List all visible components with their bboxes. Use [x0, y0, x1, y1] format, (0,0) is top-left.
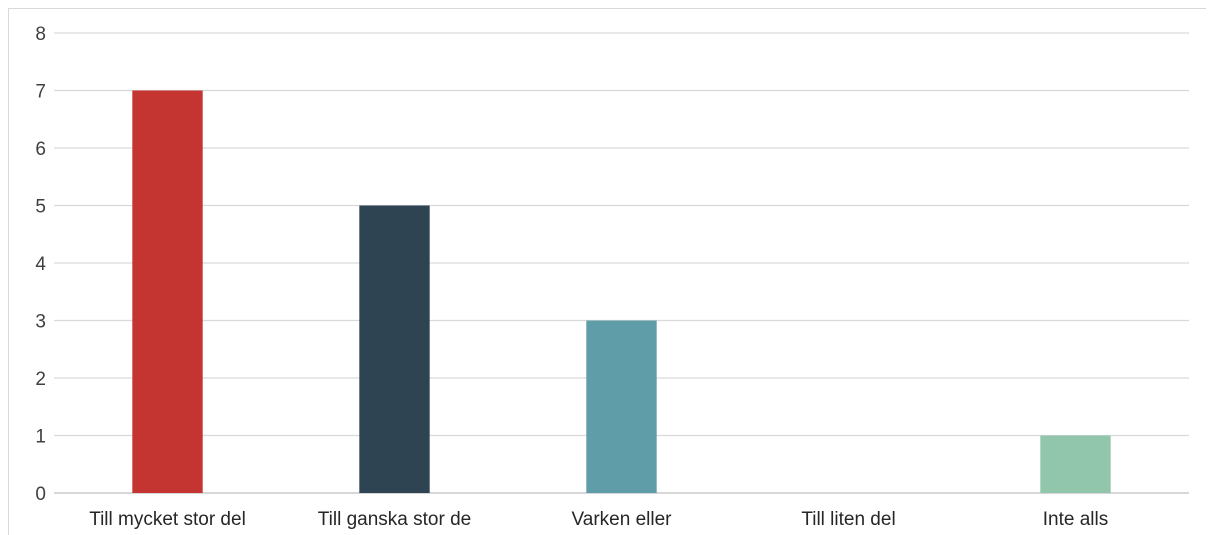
y-tick-label: 0: [35, 484, 46, 505]
y-axis-tick-labels: 0 1 2 3 4 5 6 7 8: [35, 24, 46, 505]
y-tick-label: 8: [35, 24, 46, 45]
chart-frame: [8, 8, 1206, 535]
y-tick-label: 2: [35, 369, 46, 390]
bars: [132, 90, 1111, 493]
y-tick-label: 4: [35, 254, 46, 275]
x-axis-category-labels: Till mycket stor del Till ganska stor de V…: [89, 509, 1108, 530]
bar: [132, 90, 203, 493]
x-tick-label: Varken eller: [572, 509, 673, 530]
x-tick-label: Till ganska stor de: [318, 509, 471, 530]
y-tick-label: 7: [35, 82, 46, 103]
x-tick-label: Till liten del: [801, 509, 895, 530]
y-tick-label: 3: [35, 312, 46, 333]
bar: [359, 205, 430, 493]
x-tick-label: Till mycket stor del: [89, 509, 246, 530]
y-tick-label: 5: [35, 197, 46, 218]
bar: [1040, 435, 1111, 493]
x-tick-label: Inte alls: [1043, 509, 1108, 530]
bar: [586, 320, 657, 493]
y-tick-label: 1: [35, 427, 46, 448]
y-tick-label: 6: [35, 139, 46, 160]
